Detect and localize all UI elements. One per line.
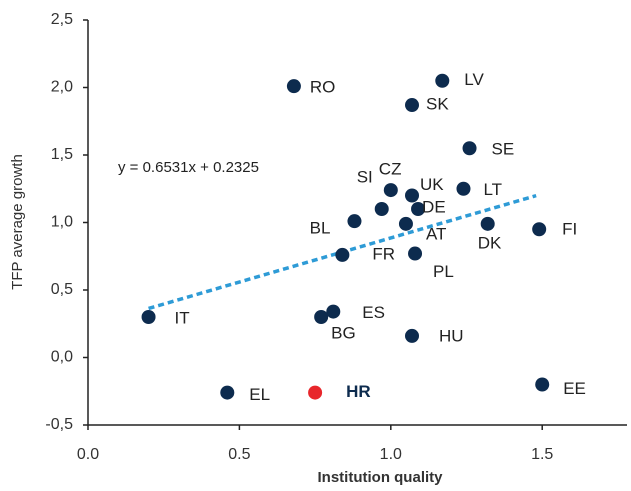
point-label: DK: [478, 233, 502, 252]
point-label: DE: [422, 197, 446, 216]
point: [220, 385, 235, 400]
point-label: ES: [362, 303, 385, 322]
y-tick-label: 0,0: [51, 349, 73, 366]
point: [456, 181, 471, 196]
point-label: EL: [249, 385, 270, 404]
trendline-equation: y = 0.6531x + 0.2325: [118, 159, 259, 176]
y-tick-label: 1,5: [51, 146, 73, 163]
x-tick-label: 0.5: [228, 446, 250, 463]
point-label: CZ: [379, 160, 402, 179]
point: [535, 377, 550, 392]
x-tick-label: 0.0: [77, 446, 99, 463]
point-label: BG: [331, 323, 356, 342]
point: [462, 141, 477, 156]
point: [141, 310, 156, 324]
point: [326, 304, 341, 319]
y-axis-title: TFP average growth: [9, 154, 26, 290]
point: [405, 98, 420, 113]
point: [398, 216, 413, 231]
point-label: LV: [464, 70, 484, 89]
point: [314, 310, 329, 324]
point-label: LT: [483, 180, 502, 199]
y-tick-label: 1,0: [51, 214, 73, 231]
point: [408, 246, 423, 261]
point-label: FI: [562, 220, 577, 239]
point: [347, 214, 362, 229]
point: [383, 183, 398, 198]
point: [480, 216, 495, 231]
y-tick-label: -0,5: [45, 416, 73, 433]
point-label: PL: [433, 262, 454, 281]
point-label: HR: [346, 382, 371, 401]
point-label: SE: [492, 140, 515, 159]
point-label: HU: [439, 326, 464, 345]
point: [405, 328, 420, 343]
point: [286, 79, 301, 94]
point: [374, 202, 389, 216]
point-label: AT: [426, 224, 446, 243]
y-tick-label: 0,5: [51, 281, 73, 298]
y-tick-label: 2,5: [51, 11, 73, 28]
x-tick-label: 1.5: [531, 446, 553, 463]
point: [435, 73, 450, 88]
point: [405, 188, 420, 203]
point-label: SI: [357, 167, 373, 186]
point: [335, 247, 350, 262]
point-label: IT: [175, 308, 190, 327]
point: [411, 202, 426, 216]
point-label: SK: [426, 95, 449, 114]
point-label: BL: [310, 219, 331, 238]
x-axis-title: Institution quality: [318, 469, 444, 486]
point-label: RO: [310, 78, 336, 97]
x-tick-label: 1.0: [380, 446, 402, 463]
point: [532, 222, 547, 237]
point-label: FR: [372, 244, 395, 263]
y-tick-label: 2,0: [51, 79, 73, 96]
point: [308, 385, 323, 400]
point-label: EE: [563, 379, 586, 398]
point-label: UK: [420, 175, 444, 194]
